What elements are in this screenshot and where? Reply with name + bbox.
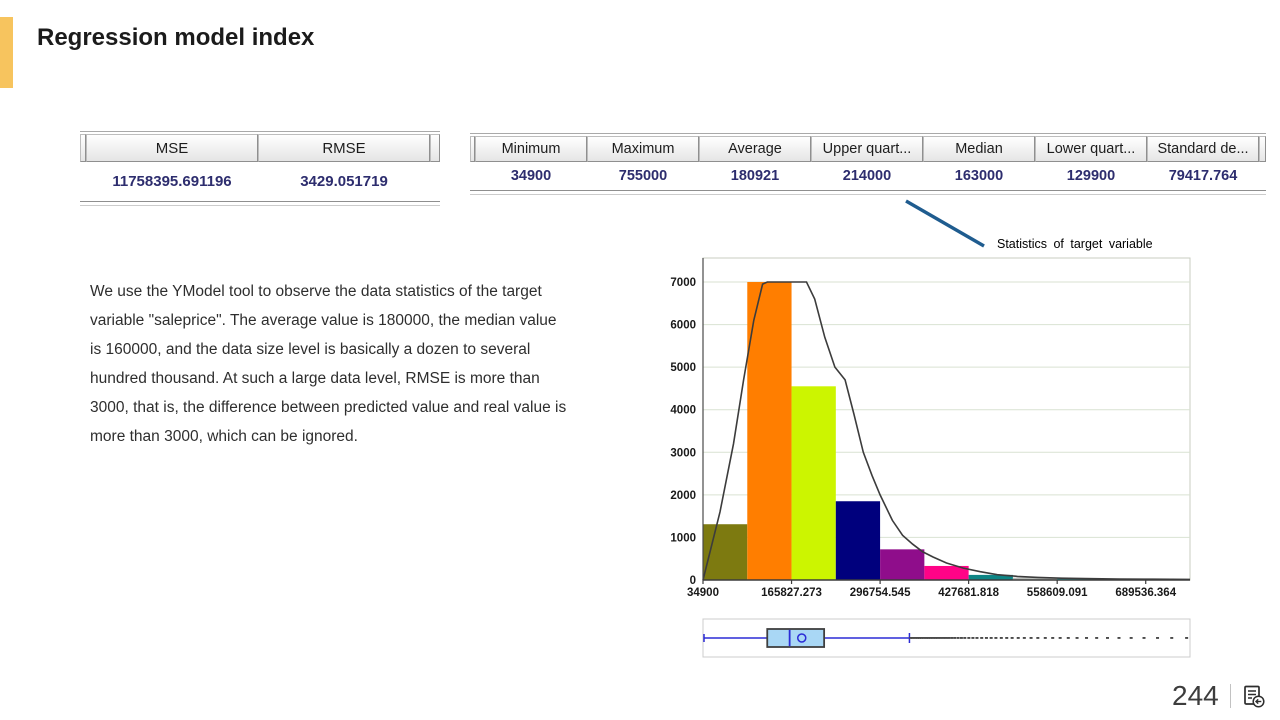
svg-text:34900: 34900 <box>687 587 719 599</box>
table-corner-cell <box>470 136 475 162</box>
statistics-table-value-row: 34900 755000 180921 214000 163000 129900… <box>470 162 1266 190</box>
slide-footer: 244 <box>1172 680 1267 712</box>
svg-text:1000: 1000 <box>670 532 696 544</box>
rmse-column-header: RMSE <box>258 134 430 162</box>
svg-text:5000: 5000 <box>670 362 696 374</box>
svg-text:689536.364: 689536.364 <box>1115 587 1176 599</box>
minimum-value: 34900 <box>510 168 552 184</box>
svg-text:0: 0 <box>690 575 696 587</box>
svg-text:4000: 4000 <box>670 405 696 417</box>
boxplot-svg <box>702 618 1191 658</box>
footer-divider <box>1229 684 1231 708</box>
histogram-chart: 0 1000 2000 3000 4000 5000 6000 7000 34900 165827… <box>660 252 1200 604</box>
mse-table-value-row: 11758395.691196 3429.051719 <box>80 162 440 201</box>
page-number: 244 <box>1172 680 1219 711</box>
maximum-column-header: Maximum <box>587 136 699 162</box>
upper-quartile-value: 214000 <box>842 168 892 184</box>
svg-text:165827.273: 165827.273 <box>761 587 822 599</box>
mse-table-header-row: MSE RMSE <box>80 134 440 162</box>
mse-rmse-table: MSE RMSE 11758395.691196 3429.051719 <box>80 131 440 206</box>
mse-value: 11758395.691196 <box>112 173 232 190</box>
histogram-svg: 0 1000 2000 3000 4000 5000 6000 7000 34900 165827… <box>670 257 1191 599</box>
stddev-value: 79417.764 <box>1168 168 1238 184</box>
page-title: Regression model index <box>37 24 315 51</box>
average-value: 180921 <box>730 168 780 184</box>
svg-text:2000: 2000 <box>670 490 696 502</box>
svg-text:558609.091: 558609.091 <box>1027 587 1088 599</box>
table-bottom-border <box>470 190 1266 195</box>
mse-column-header: MSE <box>86 134 258 162</box>
lower-quartile-value: 129900 <box>1066 168 1116 184</box>
rmse-value: 3429.051719 <box>300 173 388 190</box>
statistics-table-header-row: Minimum Maximum Average Upper quart... M… <box>470 136 1266 162</box>
svg-text:3000: 3000 <box>670 447 696 459</box>
document-return-icon <box>1243 685 1265 708</box>
svg-text:7000: 7000 <box>670 277 696 289</box>
upper-quartile-column-header: Upper quart... <box>811 136 923 162</box>
boxplot-chart <box>660 612 1200 667</box>
table-bottom-border <box>80 201 440 206</box>
svg-text:427681.818: 427681.818 <box>938 587 999 599</box>
minimum-column-header: Minimum <box>475 136 587 162</box>
table-corner-cell <box>80 134 86 162</box>
maximum-value: 755000 <box>618 168 668 184</box>
annotation-label: Statistics of target variable <box>997 237 1153 251</box>
median-column-header: Median <box>923 136 1035 162</box>
stddev-column-header: Standard de... <box>1147 136 1259 162</box>
body-text: We use the YModel tool to observe the da… <box>90 283 567 445</box>
svg-text:296754.545: 296754.545 <box>850 587 911 599</box>
table-corner-cell <box>430 134 440 162</box>
title-accent-bar <box>0 17 13 88</box>
lower-quartile-column-header: Lower quart... <box>1035 136 1147 162</box>
median-value: 163000 <box>954 168 1004 184</box>
average-column-header: Average <box>699 136 811 162</box>
svg-text:6000: 6000 <box>670 320 696 332</box>
table-corner-cell <box>1259 136 1266 162</box>
statistics-table: Minimum Maximum Average Upper quart... M… <box>470 133 1266 195</box>
